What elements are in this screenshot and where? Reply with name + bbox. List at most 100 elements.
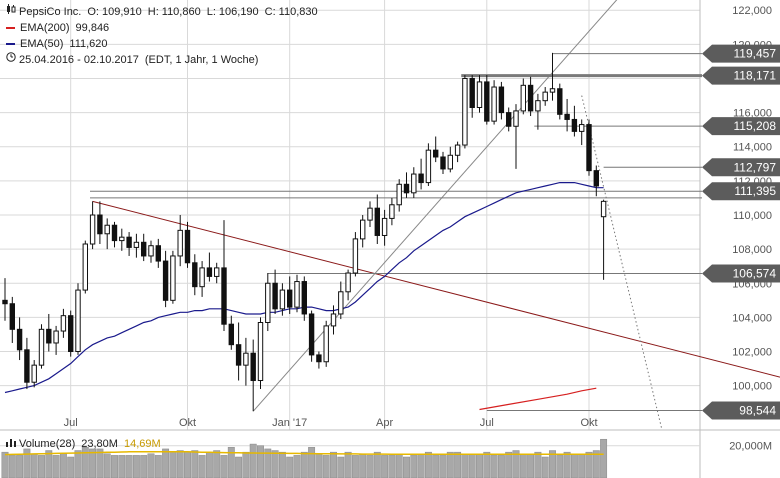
volume-bar [38, 455, 45, 478]
candle [403, 172, 410, 198]
candle-body [549, 88, 556, 93]
x-axis: Jul Okt Jan '17 Apr Jul Okt [64, 417, 598, 429]
candle-body [294, 281, 300, 308]
price-tag: 98,544 [702, 401, 780, 420]
price-tag: 115,208 [702, 117, 780, 136]
candle [60, 308, 67, 338]
candle-body [279, 289, 286, 310]
volume-bar [213, 450, 221, 478]
candle [104, 218, 110, 250]
candle [68, 310, 74, 357]
close-value: 110,830 [278, 6, 318, 18]
volume-legend: Volume(28) 23,80M 14,69M [6, 437, 161, 450]
candle [46, 313, 52, 352]
grid [0, 0, 700, 430]
ema200-swatch [6, 27, 15, 29]
candle [586, 119, 592, 176]
candle [257, 317, 264, 390]
volume-bar [541, 456, 549, 478]
date-range: 25.04.2016 - 02.10.2017 [19, 54, 139, 66]
candle [338, 281, 344, 320]
candle-body [16, 328, 23, 351]
volume-bar [249, 443, 257, 478]
candle-body [542, 91, 548, 102]
volume-bar [154, 455, 162, 478]
volume-bar [300, 451, 308, 478]
volume-bar [454, 451, 462, 478]
candle [506, 107, 512, 132]
volume-bar [235, 456, 243, 478]
candle [141, 233, 147, 262]
ema200-row: EMA(200) 99,846 [6, 20, 318, 36]
volume-bar [556, 455, 564, 478]
ohlc-row: PepsiCo Inc. O: 109,910 H: 110,860 L: 10… [6, 4, 318, 20]
volume-bar [81, 447, 89, 478]
candle-body [403, 183, 410, 194]
price-tag-shape [702, 182, 780, 201]
candle [214, 262, 220, 284]
candle [111, 221, 118, 248]
x-tick-label: Jan '17 [272, 417, 307, 429]
x-tick-label: Okt [179, 417, 196, 429]
volume-bar [45, 450, 53, 478]
price-tag-shape [702, 117, 780, 136]
candle [513, 104, 519, 169]
candle [133, 233, 140, 258]
x-tick-label: Jul [64, 417, 78, 429]
candle [53, 325, 59, 355]
price-tag-shape [702, 158, 780, 177]
candle-body [38, 328, 45, 366]
candle-body [571, 118, 578, 132]
candle-body [308, 313, 315, 356]
volume-bar [468, 453, 476, 478]
ema200-value: 99,846 [75, 22, 110, 34]
candle [199, 261, 205, 297]
candle [600, 199, 607, 280]
candle [549, 52, 556, 101]
volume-bar [191, 450, 199, 478]
candle [418, 158, 424, 190]
candle [75, 283, 81, 355]
volume-bar [476, 453, 483, 478]
volume-bar [505, 451, 513, 478]
candle [243, 337, 249, 386]
candle-body [199, 267, 205, 288]
candle-body [75, 289, 81, 353]
candle-body [433, 149, 439, 158]
candle-body [68, 315, 74, 353]
candle [228, 315, 235, 350]
volume-bar [461, 453, 469, 478]
volume-bar [286, 456, 294, 478]
candle-body [476, 81, 483, 108]
clock-icon [6, 52, 17, 68]
price-tag: 106,574 [702, 264, 780, 283]
candle-body [214, 267, 220, 277]
price-tag-label: 118,171 [734, 69, 777, 83]
price-tag: 112,797 [702, 158, 780, 177]
candle [265, 273, 271, 332]
candle [433, 136, 439, 163]
candle [527, 76, 534, 117]
volume-bar [410, 455, 418, 478]
candle [454, 141, 461, 163]
y-tick-label: 108,000 [732, 244, 772, 256]
volume-bar [330, 451, 337, 478]
projection-dotted-line [581, 95, 663, 431]
candle [557, 83, 563, 120]
candle-body [447, 154, 454, 170]
volume-average-line [4, 450, 604, 456]
candle [571, 105, 578, 137]
candle-body [177, 229, 183, 257]
volume-bar [293, 455, 301, 478]
volume-bar [1, 451, 9, 478]
price-tag-label: 115,208 [734, 119, 777, 133]
volume-bar [205, 451, 213, 478]
candle-body [228, 323, 235, 346]
volume-bar [446, 451, 454, 478]
candle-body [506, 112, 512, 127]
candle-body [221, 267, 227, 325]
chart-legend: PepsiCo Inc. O: 109,910 H: 110,860 L: 10… [6, 4, 318, 68]
candle [126, 232, 132, 256]
y-tick-label: 114,000 [733, 142, 772, 154]
volume-bar [403, 456, 410, 478]
